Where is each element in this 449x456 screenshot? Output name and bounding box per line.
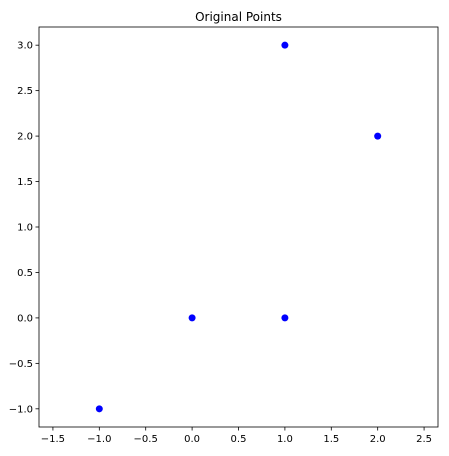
scatter-point: [95, 405, 103, 413]
x-tick-label: 1.5: [323, 434, 339, 445]
y-tick-label: −1.0: [9, 404, 33, 415]
y-tick-label: 1.0: [17, 223, 33, 234]
x-axis: −1.5 −1.0 −0.5 0.0 0.5 1.0 1.5 2.0 2.5: [41, 427, 432, 445]
y-tick-label: −0.5: [9, 359, 33, 370]
chart-title: Original Points: [195, 10, 282, 24]
y-tick-label: 0.0: [17, 313, 33, 324]
x-tick-label: −1.0: [87, 434, 111, 445]
x-tick-label: 2.5: [416, 434, 432, 445]
plot-frame: [38, 26, 439, 428]
scatter-point: [281, 41, 289, 49]
y-tick-label: 1.5: [17, 177, 33, 188]
y-axis: −1.0 −0.5 0.0 0.5 1.0 1.5 2.0 2.5 3.0: [9, 41, 39, 415]
scatter-point: [188, 314, 196, 322]
y-tick-label: 2.5: [17, 86, 33, 97]
x-tick-label: 0.0: [184, 434, 200, 445]
x-tick-label: −0.5: [134, 434, 158, 445]
x-tick-label: 0.5: [231, 434, 247, 445]
y-tick-label: 3.0: [17, 41, 33, 52]
x-tick-label: −1.5: [41, 434, 65, 445]
y-tick-label: 0.5: [17, 268, 33, 279]
scatter-point: [374, 132, 382, 140]
data-points: [95, 41, 382, 413]
y-tick-label: 2.0: [17, 132, 33, 143]
x-tick-label: 1.0: [277, 434, 293, 445]
x-tick-label: 2.0: [370, 434, 386, 445]
scatter-point: [281, 314, 289, 322]
